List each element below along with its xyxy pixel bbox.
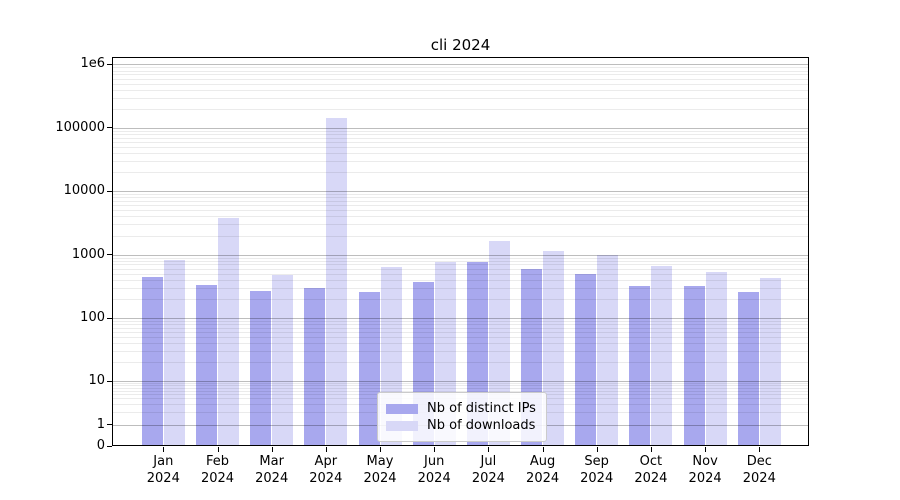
x-tick-mark	[542, 447, 544, 452]
bar-nb-of-downloads-oct	[651, 266, 673, 445]
gridline-minor	[113, 161, 808, 162]
bar-nb-of-distinct-ips-sep	[575, 274, 597, 445]
gridline-minor	[113, 210, 808, 212]
x-tick-label: Jun 2024	[417, 454, 451, 486]
gridline-minor	[113, 83, 808, 85]
gridline-minor	[113, 133, 808, 135]
x-tick-label: Sep 2024	[580, 454, 614, 486]
gridline-minor	[113, 97, 808, 99]
x-tick-mark	[163, 447, 165, 452]
bar-nb-of-downloads-sep	[597, 254, 619, 445]
legend-item-downloads: Nb of downloads	[386, 417, 536, 434]
bar-nb-of-downloads-dec	[759, 277, 781, 445]
y-tick-mark	[107, 254, 112, 256]
x-tick-label: Apr 2024	[309, 454, 343, 486]
y-tick-mark	[107, 380, 112, 382]
bar-nb-of-distinct-ips-jan	[141, 276, 163, 445]
gridline-minor	[113, 201, 808, 202]
x-tick-mark	[596, 447, 598, 452]
legend-label-downloads: Nb of downloads	[427, 418, 536, 433]
y-tick-label: 0	[96, 438, 105, 453]
x-tick-label: Jan 2024	[146, 454, 180, 486]
gridline-major	[113, 127, 808, 129]
bar-nb-of-distinct-ips-mar	[250, 290, 272, 445]
bar-nb-of-downloads-nov	[705, 271, 727, 445]
bar-nb-of-distinct-ips-dec	[737, 291, 759, 445]
x-tick-label: Jul 2024	[471, 454, 505, 486]
gridline-minor	[113, 108, 808, 110]
gridline-minor	[113, 74, 808, 76]
y-tick-mark	[107, 190, 112, 192]
y-tick-mark	[107, 63, 112, 65]
bar-nb-of-distinct-ips-feb	[196, 284, 217, 445]
legend-label-distinct-ips: Nb of distinct IPs	[427, 401, 536, 416]
y-tick-label: 100	[80, 310, 105, 325]
x-tick-mark	[434, 447, 436, 452]
y-tick-mark	[107, 317, 112, 319]
legend-swatch-downloads	[386, 420, 418, 431]
y-tick-label: 1e6	[80, 56, 105, 72]
y-tick-mark	[107, 127, 112, 129]
x-tick-mark	[488, 447, 490, 452]
bar-nb-of-distinct-ips-oct	[629, 286, 651, 445]
bar-nb-of-distinct-ips-apr	[304, 287, 326, 445]
gridline-minor	[113, 137, 808, 139]
gridline-minor	[113, 153, 808, 154]
x-tick-mark	[705, 447, 707, 452]
gridline-minor	[113, 89, 808, 91]
x-tick-mark	[650, 447, 652, 452]
gridline-minor	[113, 146, 808, 148]
y-tick-label: 10000	[63, 183, 105, 199]
y-tick-mark	[107, 445, 112, 447]
gridline-major	[113, 64, 808, 66]
y-tick-label: 100000	[55, 119, 105, 135]
bar-nb-of-downloads-apr	[326, 118, 348, 445]
bar-nb-of-distinct-ips-nov	[683, 286, 705, 445]
gridline-major	[113, 191, 808, 193]
bar-nb-of-downloads-mar	[272, 275, 294, 445]
y-tick-label: 1	[96, 416, 105, 432]
gridline-minor	[113, 70, 808, 72]
gridline-minor	[113, 197, 808, 199]
x-tick-label: Nov 2024	[688, 454, 722, 486]
x-tick-mark	[217, 447, 219, 452]
gridline-minor	[113, 67, 808, 69]
legend-item-distinct-ips: Nb of distinct IPs	[386, 400, 536, 417]
x-tick-mark	[271, 447, 273, 452]
x-tick-label: Aug 2024	[526, 454, 560, 486]
legend: Nb of distinct IPs Nb of downloads	[377, 392, 547, 442]
x-tick-label: Mar 2024	[255, 454, 289, 486]
legend-swatch-distinct-ips	[386, 403, 418, 414]
bar-nb-of-distinct-ips-may	[358, 291, 380, 445]
chart-title: cli 2024	[430, 36, 491, 54]
y-tick-label: 1000	[71, 246, 105, 262]
gridline-minor	[113, 172, 808, 174]
x-tick-mark	[759, 447, 761, 452]
plot-area	[112, 57, 809, 446]
x-tick-label: May 2024	[363, 454, 397, 486]
x-tick-mark	[380, 447, 381, 452]
y-tick-mark	[107, 424, 112, 425]
gridline-minor	[113, 78, 808, 80]
bar-nb-of-downloads-aug	[543, 251, 565, 445]
y-tick-label: 10	[88, 373, 105, 389]
gridline-minor	[113, 194, 808, 196]
gridline-minor	[113, 141, 808, 143]
gridline-minor	[113, 205, 808, 207]
x-tick-label: Feb 2024	[200, 454, 235, 486]
bar-nb-of-downloads-jan	[163, 259, 185, 445]
x-tick-mark	[325, 447, 327, 452]
x-tick-label: Oct 2024	[634, 454, 668, 486]
bar-nb-of-downloads-feb	[218, 217, 239, 445]
x-tick-label: Dec 2024	[742, 454, 776, 486]
gridline-minor	[113, 130, 808, 132]
